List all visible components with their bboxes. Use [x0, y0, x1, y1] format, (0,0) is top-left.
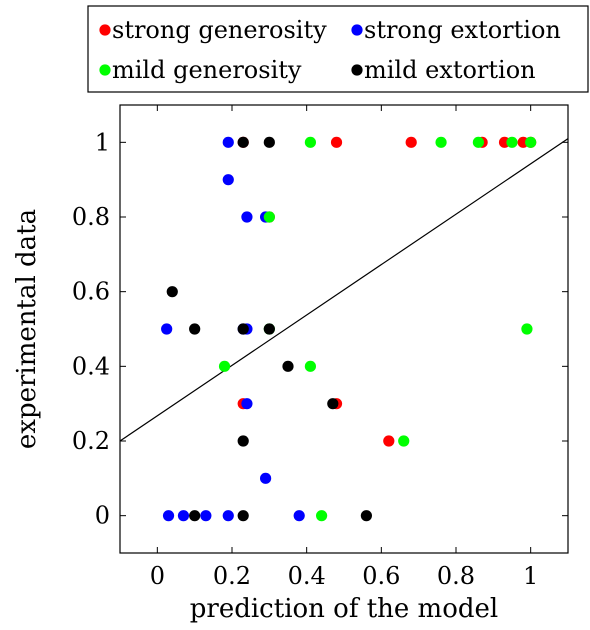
point-strong-extortion — [293, 510, 305, 522]
y-tick-label: 0 — [95, 502, 110, 530]
y-axis-label: experimental data — [12, 209, 42, 449]
point-strong-extortion — [222, 510, 234, 522]
y-tick-label: 0.8 — [72, 203, 110, 231]
point-strong-generosity — [330, 136, 343, 148]
point-strong-extortion — [260, 472, 272, 484]
x-tick-label: 0.2 — [213, 562, 251, 590]
x-axis-label: prediction of the model — [190, 594, 498, 624]
point-mild-generosity — [398, 435, 410, 447]
point-mild-extortion — [282, 360, 294, 372]
x-tick-label: 0.8 — [437, 562, 475, 590]
point-strong-extortion — [241, 398, 253, 410]
point-mild-extortion — [327, 398, 339, 410]
point-mild-generosity — [304, 360, 316, 372]
y-tick-label: 0.4 — [72, 352, 110, 380]
point-mild-extortion — [263, 323, 275, 335]
legend-label-mild-extortion: mild extortion — [364, 56, 536, 84]
x-tick-label: 0.6 — [362, 562, 400, 590]
point-strong-generosity — [405, 136, 417, 148]
point-mild-extortion — [237, 435, 249, 447]
point-mild-generosity — [263, 211, 275, 223]
legend-marker-mild-generosity — [99, 64, 111, 76]
point-mild-extortion — [189, 323, 201, 335]
legend-marker-mild-extortion — [351, 64, 363, 76]
legend: strong generosity strong extortion mild ge… — [87, 5, 589, 93]
legend-label-strong-generosity: strong generosity — [112, 16, 327, 44]
legend-marker-strong-generosity — [99, 24, 111, 36]
y-axis: 0 0.2 0.4 0.6 0.8 1 — [72, 128, 568, 530]
point-mild-extortion — [237, 510, 249, 522]
point-strong-extortion — [162, 510, 175, 522]
point-strong-extortion — [200, 510, 212, 522]
point-mild-generosity — [506, 136, 518, 148]
legend-label-strong-extortion: strong extortion — [364, 16, 561, 44]
point-strong-extortion — [222, 136, 234, 148]
x-axis: 0 0.2 0.4 0.6 0.8 1 — [150, 105, 538, 590]
point-strong-extortion — [222, 174, 234, 186]
point-mild-generosity — [304, 136, 316, 148]
point-strong-generosity — [383, 435, 395, 447]
x-tick-label: 1 — [523, 562, 538, 590]
point-mild-extortion — [360, 510, 372, 522]
legend-box — [87, 5, 589, 93]
point-mild-generosity — [316, 510, 328, 522]
point-mild-extortion — [237, 323, 249, 335]
y-tick-label: 0.6 — [72, 278, 110, 306]
point-strong-extortion — [241, 211, 253, 223]
y-tick-label: 0.2 — [72, 427, 110, 455]
point-mild-generosity — [521, 323, 533, 335]
plot-area: 0 0.2 0.4 0.6 0.8 1 0 0.2 0.4 0.6 0.8 1 — [72, 104, 569, 590]
legend-label-mild-generosity: mild generosity — [112, 56, 302, 84]
x-tick-label: 0 — [150, 562, 165, 590]
point-strong-extortion — [177, 510, 190, 522]
legend-marker-strong-extortion — [351, 24, 363, 36]
plot-frame — [119, 104, 569, 554]
point-strong-extortion — [161, 323, 173, 335]
reference-line — [120, 138, 568, 442]
point-mild-generosity — [435, 136, 447, 148]
point-mild-generosity — [525, 136, 537, 148]
point-mild-extortion — [166, 286, 178, 298]
point-mild-extortion — [189, 510, 201, 522]
x-tick-label: 0.4 — [288, 562, 326, 590]
point-mild-extortion — [237, 136, 249, 148]
y-tick-label: 1 — [95, 128, 110, 156]
point-mild-extortion — [263, 136, 275, 148]
point-mild-generosity — [218, 360, 231, 372]
point-mild-generosity — [472, 136, 484, 148]
